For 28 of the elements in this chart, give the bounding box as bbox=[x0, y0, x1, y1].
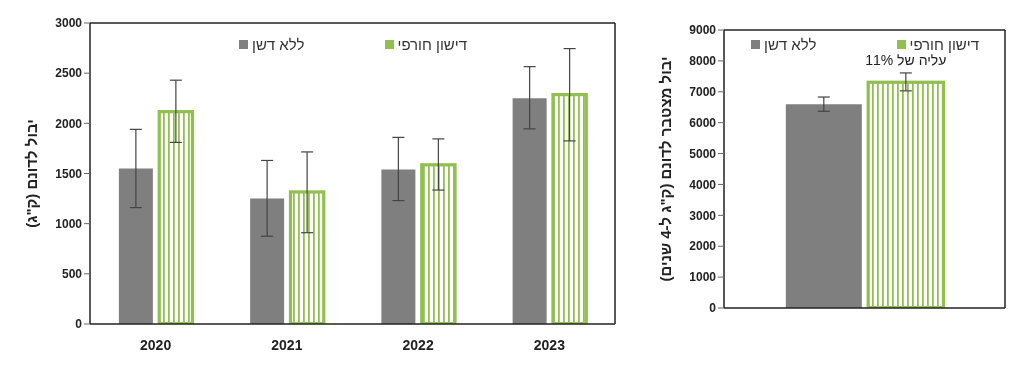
x-tick-label: 2020 bbox=[140, 336, 172, 353]
y-tick-label: 9000 bbox=[689, 23, 717, 38]
y-axis-title: יבול מצטבר לדונם (ק"ג ל-4 שנים) bbox=[657, 56, 675, 282]
y-tick-label: 2000 bbox=[689, 239, 717, 254]
y-tick-label: 3000 bbox=[55, 16, 83, 31]
y-tick-label: 5000 bbox=[689, 146, 717, 161]
x-tick-label: 2023 bbox=[533, 336, 566, 353]
y-tick-label: 2000 bbox=[55, 116, 83, 131]
legend-label: ללא דשן bbox=[764, 36, 817, 53]
y-tick-label: 1000 bbox=[55, 216, 83, 231]
y-tick-label: 3000 bbox=[689, 208, 717, 223]
annotation: עליה של 11% bbox=[865, 51, 947, 68]
legend-label: דישון חורפי bbox=[397, 36, 467, 53]
legend-label: ללא דשן bbox=[252, 36, 305, 53]
x-tick-label: 2021 bbox=[271, 336, 303, 353]
y-axis-title: יבול לדונם (ק"ג) bbox=[23, 119, 41, 228]
y-tick-label: 2500 bbox=[55, 66, 83, 81]
y-tick-label: 8000 bbox=[689, 54, 717, 69]
y-tick-label: 500 bbox=[61, 267, 83, 282]
legend-label: דישון חורפי bbox=[909, 36, 979, 53]
y-tick-label: 6000 bbox=[689, 115, 717, 130]
y-tick-label: 7000 bbox=[689, 85, 717, 100]
y-tick-label: 4000 bbox=[689, 177, 717, 192]
y-tick-label: 1500 bbox=[55, 166, 83, 181]
y-tick-label: 0 bbox=[709, 301, 717, 316]
y-tick-label: 0 bbox=[75, 317, 83, 332]
y-tick-label: 1000 bbox=[689, 270, 717, 285]
x-tick-label: 2022 bbox=[402, 336, 434, 353]
